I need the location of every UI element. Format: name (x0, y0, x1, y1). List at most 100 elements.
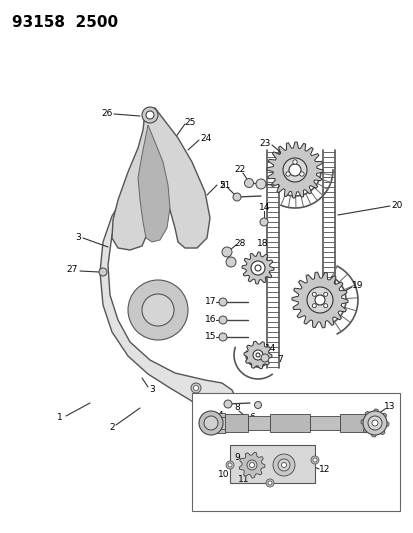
Text: 15: 15 (205, 333, 216, 342)
Bar (230, 445, 314, 483)
Circle shape (223, 400, 231, 408)
Circle shape (142, 294, 173, 326)
Circle shape (218, 333, 226, 341)
Circle shape (259, 218, 267, 226)
Text: 23: 23 (259, 139, 270, 148)
Circle shape (311, 304, 316, 308)
Circle shape (249, 463, 254, 467)
Circle shape (247, 460, 256, 470)
Text: 14: 14 (259, 203, 270, 212)
Circle shape (190, 383, 201, 393)
Text: 93158  2500: 93158 2500 (12, 14, 118, 29)
Text: 2: 2 (109, 424, 114, 432)
Circle shape (311, 292, 316, 296)
Text: 26: 26 (101, 109, 112, 117)
Text: 14: 14 (265, 344, 276, 353)
Circle shape (266, 479, 273, 487)
Circle shape (310, 456, 318, 464)
Circle shape (228, 463, 231, 467)
Text: 20: 20 (390, 200, 402, 209)
Text: 16: 16 (205, 316, 216, 325)
Circle shape (267, 481, 271, 485)
Circle shape (277, 459, 289, 471)
Circle shape (362, 411, 386, 435)
Circle shape (272, 454, 294, 476)
Circle shape (255, 353, 259, 357)
Polygon shape (266, 142, 322, 198)
Text: 3: 3 (75, 233, 81, 243)
Circle shape (306, 287, 332, 313)
Circle shape (244, 179, 253, 188)
Circle shape (282, 158, 306, 182)
Polygon shape (243, 341, 271, 369)
Text: 25: 25 (184, 117, 195, 126)
Circle shape (233, 193, 240, 201)
Bar (364, 417, 377, 429)
Polygon shape (360, 409, 388, 437)
Circle shape (371, 420, 377, 426)
Polygon shape (242, 252, 273, 284)
Text: 10: 10 (218, 471, 229, 480)
Polygon shape (239, 452, 264, 478)
Text: 6: 6 (249, 414, 254, 423)
Circle shape (250, 261, 264, 275)
Circle shape (218, 298, 226, 306)
Polygon shape (112, 108, 209, 250)
Circle shape (193, 385, 198, 391)
Circle shape (288, 164, 300, 176)
Text: 9: 9 (234, 454, 239, 463)
Circle shape (199, 411, 223, 435)
Circle shape (225, 461, 233, 469)
Circle shape (218, 316, 226, 324)
Polygon shape (138, 125, 170, 242)
Text: 5: 5 (218, 181, 224, 190)
Circle shape (323, 292, 327, 296)
Circle shape (204, 416, 218, 430)
Circle shape (323, 304, 327, 308)
Circle shape (292, 160, 297, 164)
Bar (309, 416, 339, 430)
Text: 13: 13 (383, 402, 395, 411)
Circle shape (142, 107, 158, 123)
Circle shape (255, 179, 266, 189)
Circle shape (312, 458, 316, 462)
Polygon shape (100, 195, 236, 415)
Text: 7: 7 (276, 356, 282, 365)
Text: 4: 4 (217, 411, 222, 421)
Circle shape (260, 354, 268, 362)
Circle shape (254, 401, 261, 408)
Text: 27: 27 (66, 265, 78, 274)
Text: 28: 28 (234, 238, 245, 247)
Bar (224, 414, 247, 432)
Text: 22: 22 (234, 166, 245, 174)
Bar (269, 414, 309, 432)
Circle shape (128, 280, 188, 340)
Circle shape (99, 268, 107, 276)
Text: 17: 17 (205, 297, 216, 306)
Text: 8: 8 (234, 403, 239, 413)
Circle shape (221, 247, 231, 257)
Circle shape (225, 257, 235, 267)
Circle shape (314, 295, 324, 305)
Circle shape (367, 416, 381, 430)
Polygon shape (291, 272, 347, 328)
Bar (206, 413, 224, 433)
Circle shape (285, 172, 290, 176)
Circle shape (146, 111, 154, 119)
Text: 19: 19 (351, 280, 363, 289)
Circle shape (252, 350, 262, 360)
Text: 21: 21 (219, 182, 230, 190)
Bar (192, 393, 399, 511)
Text: 12: 12 (318, 465, 330, 474)
Circle shape (281, 463, 286, 467)
Bar (219, 417, 369, 429)
Text: 1: 1 (57, 414, 63, 423)
Circle shape (254, 265, 260, 271)
Bar (247, 416, 269, 430)
Text: 18: 18 (256, 238, 268, 247)
Circle shape (299, 172, 304, 176)
Text: 11: 11 (237, 475, 249, 484)
Text: 3: 3 (149, 385, 154, 394)
Text: 24: 24 (200, 133, 211, 142)
Bar (339, 414, 364, 432)
